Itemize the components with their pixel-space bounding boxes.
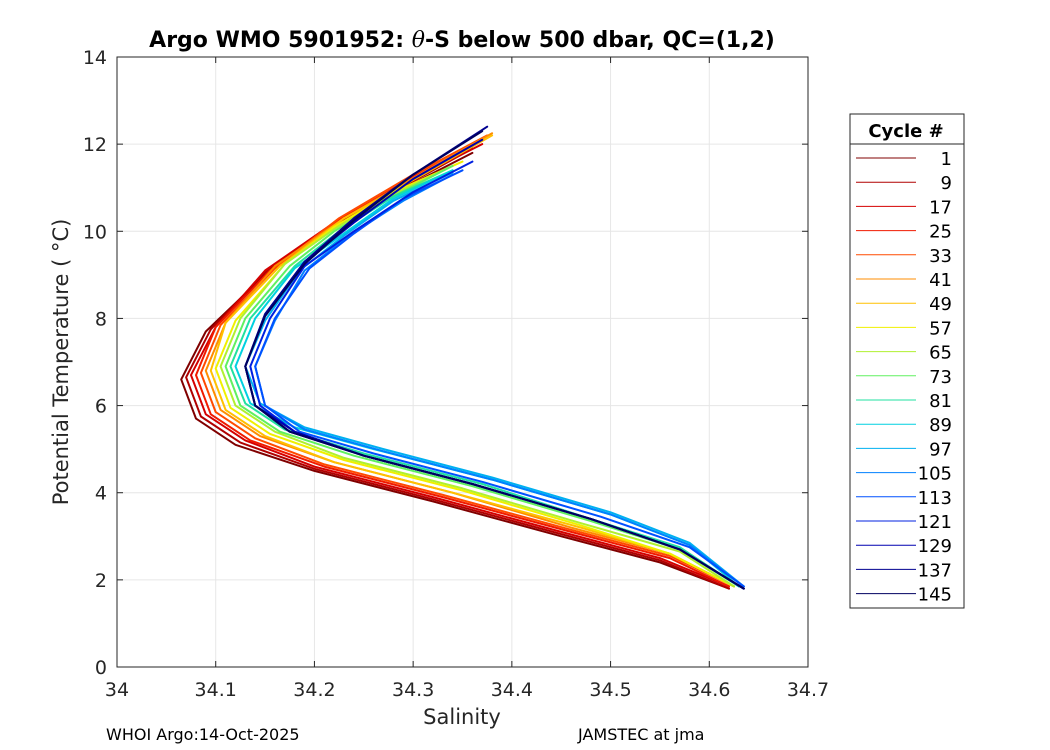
- y-tick-label: 12: [83, 134, 107, 156]
- x-tick-label: 34.5: [589, 679, 631, 701]
- x-tick-label: 34.2: [293, 679, 335, 701]
- x-tick-label: 34.3: [392, 679, 434, 701]
- legend-label: 33: [929, 246, 952, 267]
- legend-label: 25: [929, 222, 952, 243]
- legend-label: 145: [918, 585, 952, 606]
- chart-title-suffix: -S below 500 dbar, QC=(1,2): [425, 28, 775, 53]
- y-tick-label: 0: [95, 657, 107, 679]
- legend-label: 9: [941, 173, 952, 194]
- y-tick-label: 8: [95, 308, 107, 330]
- chart-title-prefix: Argo WMO 5901952:: [149, 28, 412, 53]
- series-line: [199, 134, 735, 588]
- legend-label: 41: [929, 270, 952, 291]
- x-tick-label: 34.4: [491, 679, 533, 701]
- y-axis-label: Potential Temperature ( °C): [49, 219, 73, 506]
- series-line: [214, 160, 735, 588]
- series-line: [209, 134, 735, 588]
- x-tick-label: 34.1: [195, 679, 237, 701]
- legend: Cycle # 1 9 17 25 33 41 49 57 65 73 81 89 97 105 113 12…: [849, 113, 965, 609]
- legend-label: 81: [929, 391, 952, 412]
- series-group: [180, 125, 745, 590]
- y-tick-label: 10: [83, 221, 107, 243]
- legend-label: 49: [929, 294, 952, 315]
- chart-title: Argo WMO 5901952: θ-S below 500 dbar, QC…: [149, 28, 775, 53]
- y-tick-label: 14: [83, 47, 107, 69]
- plot-frame: [116, 56, 809, 668]
- legend-box: [849, 113, 965, 609]
- chart-title-theta: θ: [412, 28, 425, 53]
- legend-label: 97: [929, 439, 952, 460]
- series-line: [224, 164, 740, 588]
- x-axis-label: Salinity: [423, 705, 501, 729]
- x-tick-label: 34.7: [787, 679, 829, 701]
- legend-label: 65: [929, 343, 952, 364]
- legend-title: Cycle #: [868, 121, 943, 142]
- legend-label: 137: [918, 560, 952, 581]
- legend-label: 1: [941, 149, 952, 170]
- legend-label: 57: [929, 318, 952, 339]
- legend-label: 73: [929, 367, 952, 388]
- footer-right: JAMSTEC at jma: [578, 725, 705, 744]
- legend-label: 17: [929, 197, 952, 218]
- legend-label: 113: [918, 488, 952, 509]
- series-line: [254, 169, 745, 588]
- y-tick-label: 6: [95, 396, 107, 418]
- x-tick-label: 34.6: [688, 679, 730, 701]
- footer-left: WHOI Argo:14-Oct-2025: [106, 725, 300, 744]
- legend-label: 129: [918, 536, 952, 557]
- legend-label: 121: [918, 512, 952, 533]
- legend-label: 89: [929, 415, 952, 436]
- series-line: [219, 164, 735, 588]
- y-tick-label: 2: [95, 570, 107, 592]
- series-line: [244, 130, 745, 590]
- legend-label: 105: [918, 464, 952, 485]
- x-tick-label: 34: [105, 679, 129, 701]
- y-tick-label: 4: [95, 483, 107, 505]
- axis-ticks: 34 34.1 34.2 34.3 34.4 34.5 34.6 34.7 0 2 4 6 8 10 12 1…: [83, 47, 829, 701]
